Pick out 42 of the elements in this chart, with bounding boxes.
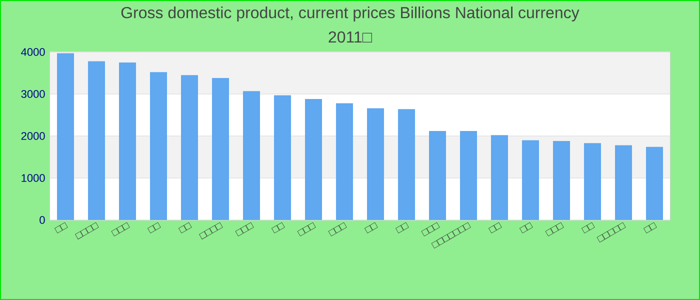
y-tick-label: 1000: [22, 174, 45, 182]
x-tick-label: □□: [519, 222, 533, 234]
y-tick-label: 4000: [21, 48, 45, 56]
bar: [305, 99, 322, 220]
bar: [181, 75, 198, 220]
y-tick-label: 2000: [21, 132, 45, 140]
x-tick-label: □□□: [111, 222, 130, 236]
bar: [615, 145, 632, 220]
y-tick-label: 3000: [21, 90, 45, 98]
bar: [57, 53, 74, 220]
x-tick-label: □□: [581, 222, 595, 234]
x-tick-label: □□□: [545, 222, 564, 236]
bar: [150, 72, 167, 220]
x-tick-label: □□: [643, 222, 657, 234]
y-tick-label: 0: [40, 216, 45, 224]
bar: [584, 143, 602, 220]
x-tick-label: □□: [54, 222, 68, 234]
bar: [398, 109, 415, 220]
bar: [336, 103, 353, 220]
bar: [460, 130, 478, 220]
bar: [88, 61, 105, 220]
x-tick-label: □□: [271, 222, 285, 234]
bar: [367, 108, 384, 220]
chart-title: Gross domestic product, current prices Billions National currency: [121, 6, 580, 22]
bar: [553, 141, 570, 220]
x-tick-label: □□: [395, 222, 409, 234]
x-tick-label: □□: [364, 222, 378, 234]
x-tick-label: □□□: [235, 222, 254, 236]
chart-subtitle: 2011□: [328, 31, 372, 43]
bar: [274, 95, 292, 220]
bar: [646, 146, 664, 220]
x-tick-label: □□□: [297, 222, 316, 236]
x-tick-label: □□: [147, 222, 161, 234]
x-tick-label: □□: [488, 222, 502, 234]
bar: [491, 135, 508, 220]
bar: [119, 62, 136, 220]
x-tick-label: □□□: [328, 222, 347, 236]
bar: [429, 130, 446, 220]
x-tick-label: □□: [178, 222, 192, 234]
bar: [522, 140, 539, 220]
bar: [212, 78, 229, 220]
bar: [243, 91, 260, 220]
